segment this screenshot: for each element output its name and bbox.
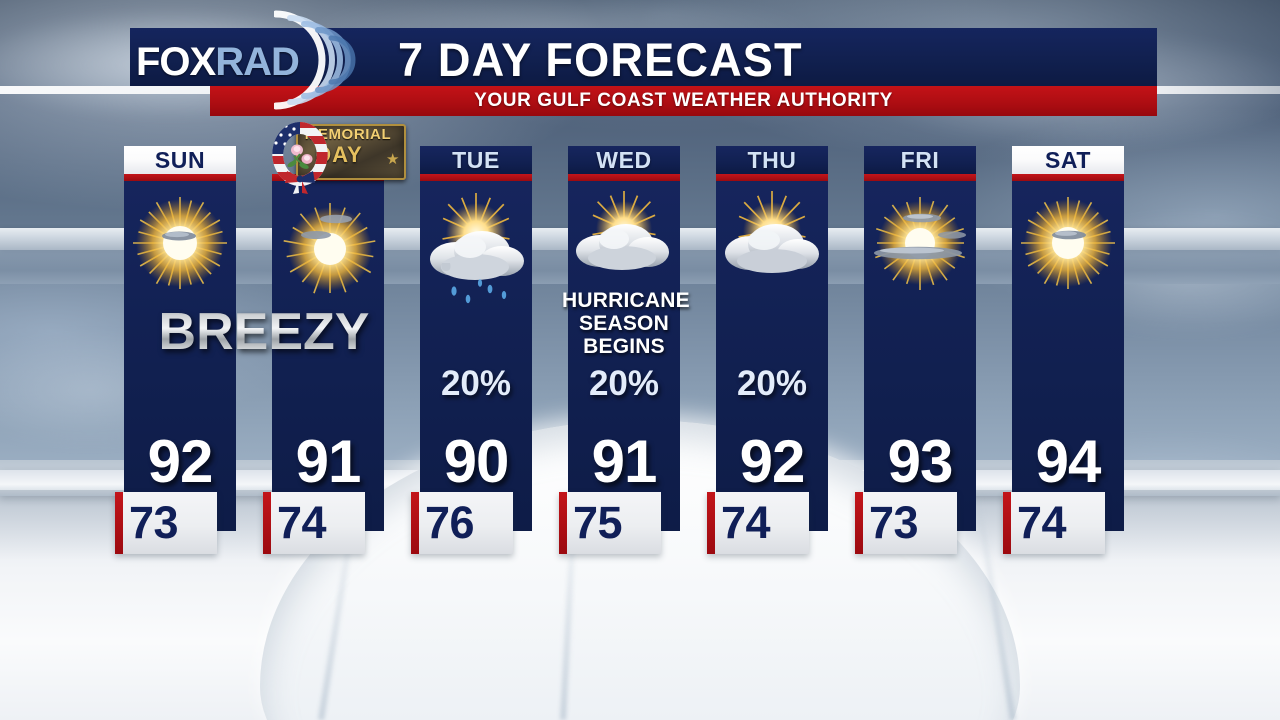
low-temperature: 74 [277, 497, 327, 548]
column-body: 20% 90 [420, 181, 532, 531]
precip-probability: 20% [440, 364, 512, 403]
low-temperature-box-tue: 76 [411, 492, 513, 554]
star-icon: ★ [386, 151, 400, 168]
low-temperature-box-mon: 74 [263, 492, 365, 554]
high-temperature: 90 [443, 428, 510, 495]
day-header-sat: SAT [1012, 146, 1124, 174]
column-body: 92 [124, 181, 236, 531]
condition-note: HURRICANE SEASON BEGINS [562, 289, 690, 358]
header-subtitle: YOUR GULF COAST WEATHER AUTHORITY [474, 90, 893, 111]
day-header-accent [864, 174, 976, 181]
sunny-icon [272, 187, 384, 305]
precip-probability: 20% [588, 364, 660, 403]
day-header-tue: TUE [420, 146, 532, 174]
high-temperature: 94 [1035, 428, 1102, 495]
breezy-banner: BREEZY [140, 302, 388, 362]
day-label: SAT [1044, 147, 1092, 173]
low-temperature-box-sat: 74 [1003, 492, 1105, 554]
header-red-bar [210, 86, 1157, 116]
day-header-thu: THU [716, 146, 828, 174]
day-label: THU [747, 147, 797, 173]
forecast-column-fri[interactable]: FRI [864, 146, 976, 531]
low-accent-bar [559, 492, 567, 554]
column-body: 91 [272, 181, 384, 531]
low-temperature-box-fri: 73 [855, 492, 957, 554]
low-temperature: 74 [721, 497, 771, 548]
header-white-stripe-right [1155, 86, 1280, 94]
logo-rad-text: RAD [215, 40, 300, 84]
forecast-column-wed[interactable]: WED [562, 146, 690, 531]
forecast-column-sat[interactable]: SAT [1012, 146, 1124, 531]
header-white-stripe-left [0, 86, 212, 94]
sun-behind-cloud-icon [568, 187, 680, 305]
foxrad-logo: FOXRAD [136, 36, 300, 88]
day-label: FRI [900, 147, 940, 173]
low-temperature: 73 [869, 497, 919, 548]
high-temperature: 92 [739, 428, 806, 495]
day-label: WED [596, 147, 652, 173]
sunny-icon [124, 187, 236, 305]
day-label: TUE [452, 147, 500, 173]
low-accent-bar [707, 492, 715, 554]
memorial-line-1: MEMORIAL [304, 126, 392, 143]
low-temperature-box-thu: 74 [707, 492, 809, 554]
day-header-accent [568, 174, 680, 181]
graphic-header: 7 DAY FORECAST YOUR GULF COAST WEATHER A… [0, 0, 1280, 130]
high-temperature: 93 [887, 428, 954, 495]
day-header-accent [1012, 174, 1124, 181]
forecast-column-thu[interactable]: THU [716, 146, 828, 531]
low-temperature: 75 [573, 497, 623, 548]
day-label: SUN [154, 147, 206, 173]
low-temperature: 74 [1017, 497, 1067, 548]
day-header-accent [716, 174, 828, 181]
radar-arcs-icon [274, 8, 360, 112]
sun-behind-cloud-icon [716, 187, 828, 305]
day-header-fri: FRI [864, 146, 976, 174]
mostly-sunny-icon [864, 187, 976, 305]
partly-cloudy-rain-icon [420, 187, 532, 305]
low-accent-bar [1003, 492, 1011, 554]
day-header-accent [124, 174, 236, 181]
day-header-accent [420, 174, 532, 181]
logo-fox-text: FOX [136, 40, 216, 84]
low-temperature: 76 [425, 497, 475, 548]
low-temperature: 73 [129, 497, 179, 548]
precip-probability: 20% [736, 364, 808, 403]
memorial-day-badge: MEMORIAL DAY ★ [268, 118, 408, 208]
day-header-wed: WED [568, 146, 680, 174]
forecast-column-tue[interactable]: TUE [420, 146, 532, 531]
high-temperature: 92 [147, 428, 214, 495]
low-accent-bar [855, 492, 863, 554]
high-temperature: 91 [295, 428, 362, 495]
column-body: HURRICANE SEASON BEGINS 20% 91 [562, 181, 690, 531]
sunny-icon [1012, 187, 1124, 305]
low-temperature-box-wed: 75 [559, 492, 661, 554]
memorial-day-wreath-icon [270, 120, 330, 194]
column-body: 20% 92 [716, 181, 828, 531]
column-body: 93 [864, 181, 976, 531]
column-body: 94 [1012, 181, 1124, 531]
low-accent-bar [411, 492, 419, 554]
high-temperature: 91 [591, 428, 658, 495]
day-header-sun: SUN [124, 146, 236, 174]
low-temperature-box-sun: 73 [115, 492, 217, 554]
header-navy-bar [130, 28, 1157, 86]
forecast-column-sun[interactable]: SUN [124, 146, 236, 531]
low-accent-bar [263, 492, 271, 554]
page-title: 7 DAY FORECAST [398, 33, 803, 86]
low-accent-bar [115, 492, 123, 554]
